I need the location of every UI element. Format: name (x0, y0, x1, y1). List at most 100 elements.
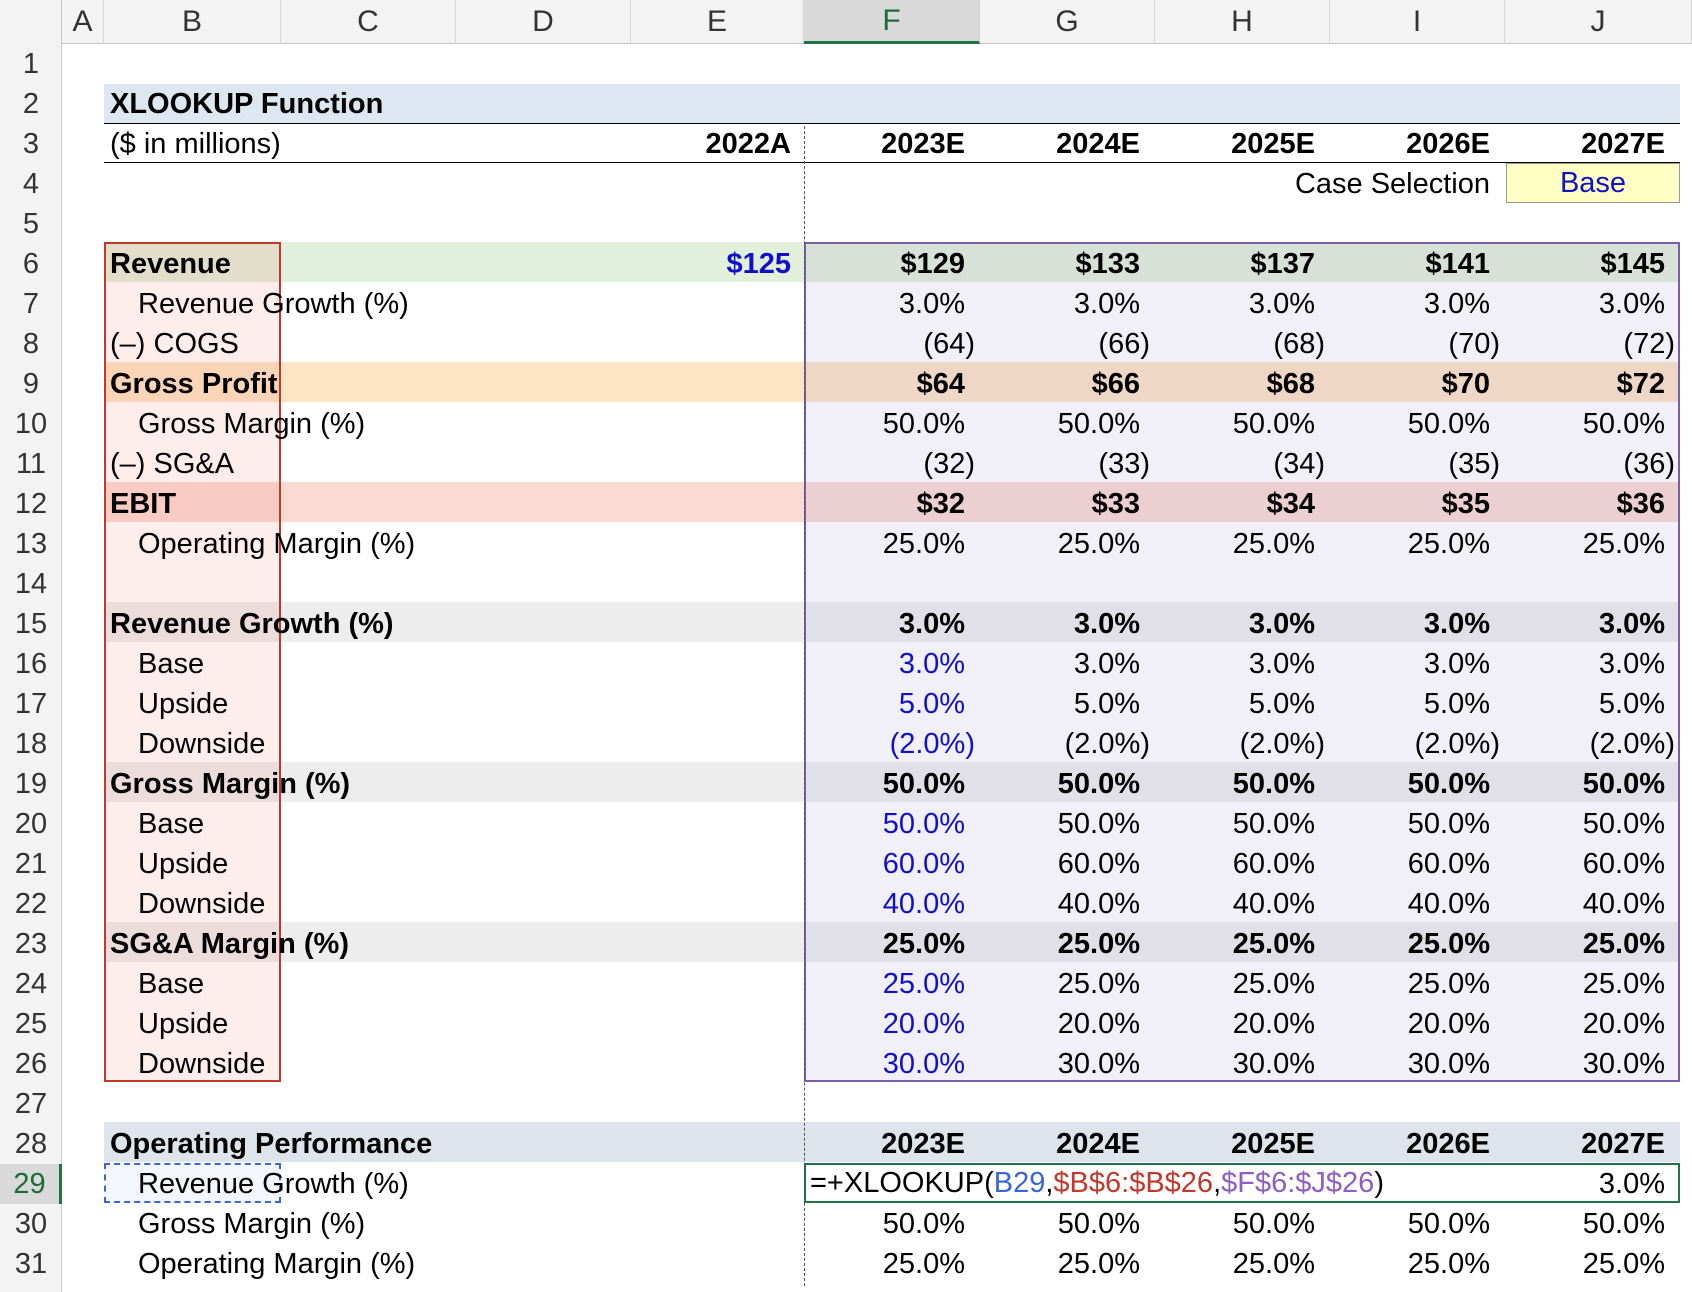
gross-margin-value[interactable]: 50.0% (1232, 408, 1315, 440)
op-gross-margin-value[interactable]: 50.0% (882, 1208, 965, 1240)
row-header[interactable]: 28 (14, 1127, 48, 1160)
row-header[interactable]: 5 (22, 207, 40, 240)
assumption-value[interactable]: 25.0% (1232, 928, 1315, 960)
op-operating-margin-value[interactable]: 25.0% (1232, 1248, 1315, 1280)
assumption-value[interactable]: 20.0% (1057, 1008, 1140, 1040)
row-header[interactable]: 6 (22, 247, 40, 280)
assumption-input[interactable]: 20.0% (882, 1008, 965, 1040)
row-header[interactable]: 25 (14, 1007, 48, 1040)
column-header-g[interactable]: G (980, 0, 1155, 44)
ebit-value[interactable]: $34 (1266, 488, 1315, 520)
assumption-value[interactable]: 30.0% (1407, 1048, 1490, 1080)
assumption-value[interactable]: (2.0%) (1414, 728, 1500, 760)
cogs-value[interactable]: (64) (923, 328, 975, 360)
cogs-value[interactable]: (68) (1273, 328, 1325, 360)
revenue-value[interactable]: $129 (900, 248, 965, 280)
assumption-value[interactable]: 5.0% (1248, 688, 1315, 720)
assumption-input[interactable]: 30.0% (882, 1048, 965, 1080)
assumption-value[interactable]: 25.0% (1057, 928, 1140, 960)
row-header[interactable]: 11 (15, 447, 47, 480)
row-header[interactable]: 12 (14, 487, 48, 520)
sga-value[interactable]: (32) (923, 448, 975, 480)
assumption-value[interactable]: 40.0% (1407, 888, 1490, 920)
assumption-input[interactable]: 3.0% (898, 648, 965, 680)
assumption-value[interactable]: 5.0% (1598, 688, 1665, 720)
row-header[interactable]: 1 (22, 47, 40, 80)
gross-margin-value[interactable]: 50.0% (1407, 408, 1490, 440)
row-header[interactable]: 14 (14, 567, 48, 600)
assumption-value[interactable]: 30.0% (1057, 1048, 1140, 1080)
column-header-b[interactable]: B (104, 0, 281, 44)
cogs-value[interactable]: (70) (1448, 328, 1500, 360)
gross-profit-value[interactable]: $70 (1441, 368, 1490, 400)
row-header[interactable]: 16 (14, 647, 48, 680)
assumption-value[interactable]: 25.0% (1407, 928, 1490, 960)
assumption-input[interactable]: 50.0% (882, 808, 965, 840)
operating-margin-value[interactable]: 25.0% (882, 528, 965, 560)
column-header-e[interactable]: E (631, 0, 804, 44)
assumption-value[interactable]: 40.0% (1582, 888, 1665, 920)
assumption-value[interactable]: 5.0% (1423, 688, 1490, 720)
sga-value[interactable]: (36) (1623, 448, 1675, 480)
row-header[interactable]: 22 (14, 887, 48, 920)
row-header[interactable]: 21 (14, 847, 48, 880)
assumption-input[interactable]: 5.0% (898, 688, 965, 720)
assumption-value[interactable]: 20.0% (1232, 1008, 1315, 1040)
column-header-i[interactable]: I (1330, 0, 1505, 44)
case-selection-input[interactable]: Base (1506, 163, 1680, 203)
op-operating-margin-value[interactable]: 25.0% (1407, 1248, 1490, 1280)
assumption-value[interactable]: 25.0% (1407, 968, 1490, 1000)
ebit-value[interactable]: $32 (916, 488, 965, 520)
lookup-value-reference[interactable] (104, 1163, 281, 1203)
ebit-value[interactable]: $33 (1091, 488, 1140, 520)
revenue-value[interactable]: $145 (1600, 248, 1665, 280)
op-gross-margin-value[interactable]: 50.0% (1232, 1208, 1315, 1240)
assumption-input[interactable]: 40.0% (882, 888, 965, 920)
operating-margin-value[interactable]: 25.0% (1582, 528, 1665, 560)
cogs-value[interactable]: (72) (1623, 328, 1675, 360)
assumption-value[interactable]: (2.0%) (1589, 728, 1675, 760)
assumption-value[interactable]: 25.0% (1582, 928, 1665, 960)
assumption-value[interactable]: 5.0% (1073, 688, 1140, 720)
row-header[interactable]: 10 (14, 407, 48, 440)
assumption-value[interactable]: 50.0% (882, 768, 965, 800)
assumption-value[interactable]: 60.0% (1057, 848, 1140, 880)
gross-profit-value[interactable]: $68 (1266, 368, 1315, 400)
assumption-value[interactable]: 3.0% (1598, 608, 1665, 640)
ebit-value[interactable]: $35 (1441, 488, 1490, 520)
assumption-value[interactable]: 50.0% (1582, 768, 1665, 800)
operating-margin-value[interactable]: 25.0% (1057, 528, 1140, 560)
column-header-f[interactable]: F (804, 0, 980, 44)
assumption-value[interactable]: 3.0% (1598, 648, 1665, 680)
assumption-value[interactable]: 40.0% (1232, 888, 1315, 920)
op-operating-margin-value[interactable]: 25.0% (1582, 1248, 1665, 1280)
row-header[interactable]: 17 (14, 687, 48, 720)
assumption-value[interactable]: 50.0% (1232, 808, 1315, 840)
assumption-value[interactable]: 50.0% (1582, 808, 1665, 840)
sga-value[interactable]: (34) (1273, 448, 1325, 480)
revenue-value[interactable]: $133 (1075, 248, 1140, 280)
row-header[interactable]: 24 (14, 967, 48, 1000)
row-header[interactable]: 2 (22, 87, 40, 120)
row-header[interactable]: 26 (14, 1047, 48, 1080)
row-header[interactable]: 20 (14, 807, 48, 840)
revenue-growth-value[interactable]: 3.0% (1073, 288, 1140, 320)
assumption-value[interactable]: 3.0% (1423, 608, 1490, 640)
gross-profit-value[interactable]: $72 (1616, 368, 1665, 400)
revenue-value[interactable]: $141 (1425, 248, 1490, 280)
active-cell-editor[interactable] (804, 1163, 1680, 1203)
row-header[interactable]: 30 (14, 1207, 48, 1240)
assumption-value[interactable]: 3.0% (1248, 648, 1315, 680)
revenue-2022a[interactable]: $125 (726, 248, 791, 280)
row-header[interactable]: 8 (22, 327, 40, 360)
row-header[interactable]: 13 (14, 527, 48, 560)
operating-margin-value[interactable]: 25.0% (1232, 528, 1315, 560)
assumption-value[interactable]: 25.0% (1232, 968, 1315, 1000)
row-header[interactable]: 23 (14, 927, 48, 960)
assumption-value[interactable]: 50.0% (1232, 768, 1315, 800)
gross-margin-value[interactable]: 50.0% (882, 408, 965, 440)
revenue-growth-value[interactable]: 3.0% (1598, 288, 1665, 320)
ebit-value[interactable]: $36 (1616, 488, 1665, 520)
op-revenue-growth-value[interactable]: 3.0% (1598, 1168, 1665, 1200)
